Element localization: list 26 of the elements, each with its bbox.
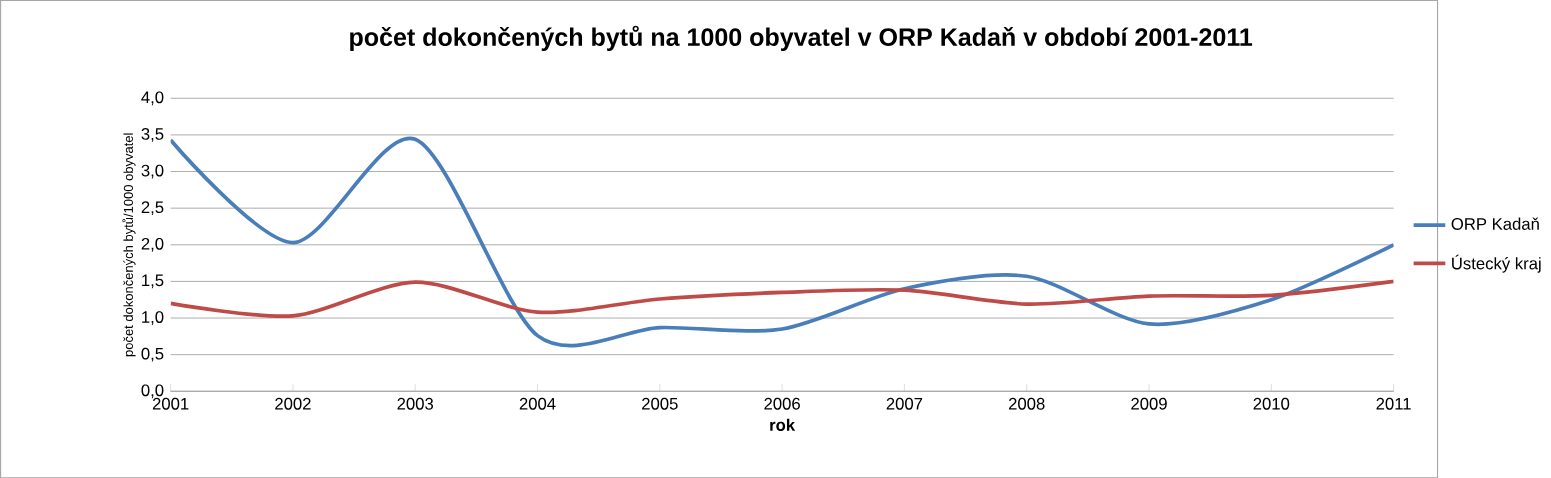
x-tick-label: 2001 [152, 397, 189, 410]
y-tick-label: 2,0 [141, 237, 164, 252]
x-tick-label: 2007 [886, 397, 923, 410]
legend-label: Ústecký kraj [1452, 254, 1541, 273]
legend-label: ORP Kadaň [1451, 217, 1539, 230]
y-tick-label: 1,0 [142, 310, 164, 325]
y-tick-label: 3,0 [141, 164, 164, 179]
y-tick-label: 4,0 [141, 91, 164, 105]
x-tick-label: 2008 [1008, 397, 1045, 410]
y-tick-label: 0,0 [141, 384, 164, 398]
y-tick-label: 0,5 [141, 347, 164, 362]
x-tick-label: 2004 [519, 397, 556, 410]
x-tick-label: 2006 [764, 397, 800, 410]
x-axis-title: rok [770, 418, 796, 431]
x-tick-label: 2009 [1131, 397, 1167, 410]
y-tick-label: 3,5 [141, 127, 164, 142]
line-series [170, 279, 1394, 318]
y-tick-label: 1,5 [142, 274, 164, 288]
chart-title: počet dokončených bytů na 1000 obyvatel v ORP Kadaň v období 2001-2011 [350, 25, 1253, 51]
x-tick-label: 2002 [275, 397, 311, 410]
x-tick-label: 2010 [1253, 397, 1290, 410]
y-tick-label: 2,5 [141, 201, 164, 215]
y-axis-title: počet dokončených bytů/1000 obyvatel [122, 133, 136, 356]
x-tick-label: 2003 [397, 397, 434, 410]
x-tick-label: 2011 [1376, 397, 1411, 410]
x-tick-label: 2005 [642, 397, 678, 410]
